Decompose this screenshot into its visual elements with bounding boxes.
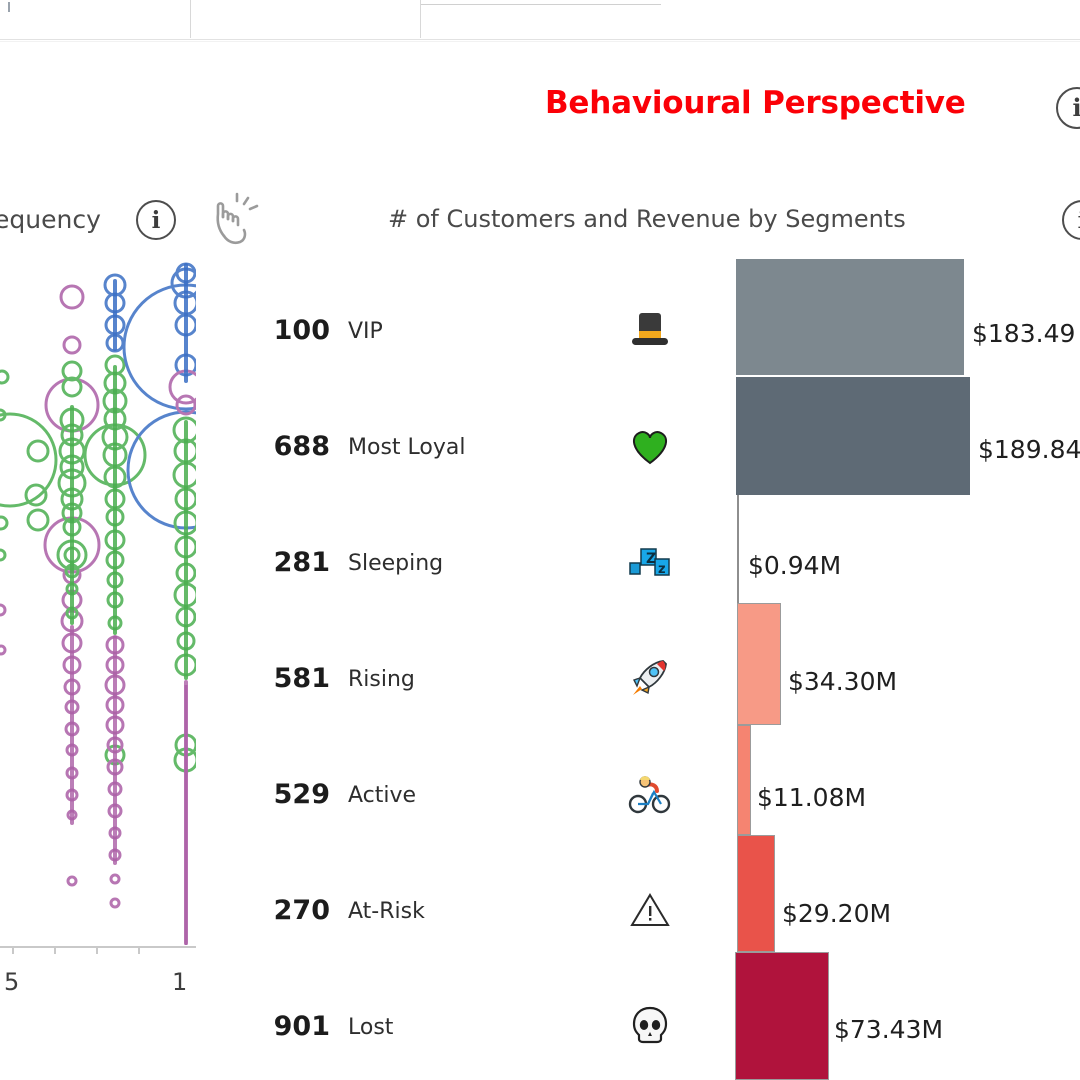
scatter-x-axis-line: [0, 946, 196, 948]
info-icon-glyph: i: [1072, 93, 1080, 122]
row-name: Most Loyal: [348, 435, 466, 460]
svg-text:Z: Z: [646, 551, 656, 567]
row-name: VIP: [348, 319, 383, 344]
axis-tick: [54, 946, 56, 954]
page-title: Behavioural Perspective: [545, 85, 966, 121]
skull-icon: [626, 1003, 674, 1053]
axis-tick: [138, 946, 140, 954]
axis-tick-label-0: 5: [4, 968, 20, 996]
table-row[interactable]: 581 Rising $34.30M: [0, 613, 1080, 729]
green-heart-icon: [626, 425, 674, 473]
warning-icon: [626, 889, 674, 937]
row-count: 100: [273, 315, 330, 346]
segment-rows: 100 VIP $183.49 688 Most Loyal $189.84: [0, 255, 1080, 1080]
warning-svg: [630, 893, 670, 926]
bubble-scatter-svg: [0, 262, 196, 945]
row-value: $29.20M: [782, 899, 892, 928]
axis-tick-label-1: 1: [172, 968, 188, 996]
bar-active[interactable]: [737, 725, 751, 835]
table-row[interactable]: 100 VIP $183.49: [0, 265, 1080, 381]
table-row[interactable]: 529 Active $11.08M: [0, 729, 1080, 845]
rocket-icon: [626, 655, 674, 705]
row-name: Lost: [348, 1015, 394, 1040]
row-name: At-Risk: [348, 899, 425, 924]
table-row[interactable]: 281 Sleeping Z z $0.94M: [0, 497, 1080, 613]
pointing-hand-click-icon[interactable]: [210, 192, 262, 254]
skull-svg: [632, 1006, 668, 1044]
revenue-bars-layer: [0, 255, 1080, 1080]
text-cursor: [8, 2, 10, 12]
bar-at-risk[interactable]: [737, 835, 775, 952]
frequency-axis-label: equency: [0, 205, 101, 234]
row-name: Rising: [348, 667, 415, 692]
toolbar-divider-1: [190, 0, 191, 38]
zzz-svg: Z z: [629, 548, 670, 577]
table-row[interactable]: 688 Most Loyal $189.84: [0, 381, 1080, 497]
bar-vip[interactable]: [736, 259, 964, 375]
bar-most-loyal[interactable]: [736, 377, 970, 495]
row-value: $189.84: [978, 435, 1080, 464]
axis-tick: [96, 946, 98, 954]
cyclist-svg: [628, 776, 671, 814]
table-row[interactable]: 901 Lost $73.43M: [0, 961, 1080, 1077]
bar-rising[interactable]: [737, 603, 781, 725]
rocket-svg: [633, 660, 667, 695]
row-count: 281: [273, 547, 330, 578]
cyclist-icon: [626, 773, 674, 821]
toolbar-input-underline: [421, 4, 661, 5]
row-value: $73.43M: [834, 1015, 944, 1044]
subtitle-info-icon[interactable]: i: [1062, 200, 1080, 240]
row-value: $34.30M: [788, 667, 898, 696]
toolbar-divider-2: [420, 0, 421, 38]
hand-click-svg: [216, 192, 259, 245]
toolbar-strip: [0, 0, 1080, 42]
toolbar-bottom-shadow: [0, 41, 1080, 42]
title-info-icon[interactable]: i: [1056, 87, 1080, 129]
bubble-scatter-chart[interactable]: [0, 255, 196, 955]
info-icon-glyph: i: [151, 206, 161, 234]
svg-text:z: z: [658, 562, 666, 577]
axis-tick: [12, 946, 14, 954]
green-heart-svg: [632, 431, 668, 465]
row-value: $11.08M: [757, 783, 867, 812]
info-icon-glyph: i: [1078, 209, 1080, 232]
row-count: 901: [273, 1011, 330, 1042]
row-name: Active: [348, 783, 417, 808]
row-value: $183.49: [972, 319, 1076, 348]
bar-lost[interactable]: [735, 952, 829, 1080]
row-count: 270: [273, 895, 330, 926]
zzz-icon: Z z: [626, 541, 674, 589]
row-count: 529: [273, 779, 330, 810]
bar-sleeping[interactable]: [737, 495, 739, 603]
toolbar-bottom-rule: [0, 39, 1080, 40]
top-hat-icon: [626, 309, 674, 359]
row-count: 688: [273, 431, 330, 462]
top-hat-svg: [632, 313, 668, 345]
table-row[interactable]: 270 At-Risk $29.20M: [0, 845, 1080, 961]
row-value: $0.94M: [748, 551, 842, 580]
row-name: Sleeping: [348, 551, 444, 576]
chart-subtitle: # of Customers and Revenue by Segments: [388, 205, 906, 233]
frequency-info-icon[interactable]: i: [136, 200, 176, 240]
row-count: 581: [273, 663, 330, 694]
